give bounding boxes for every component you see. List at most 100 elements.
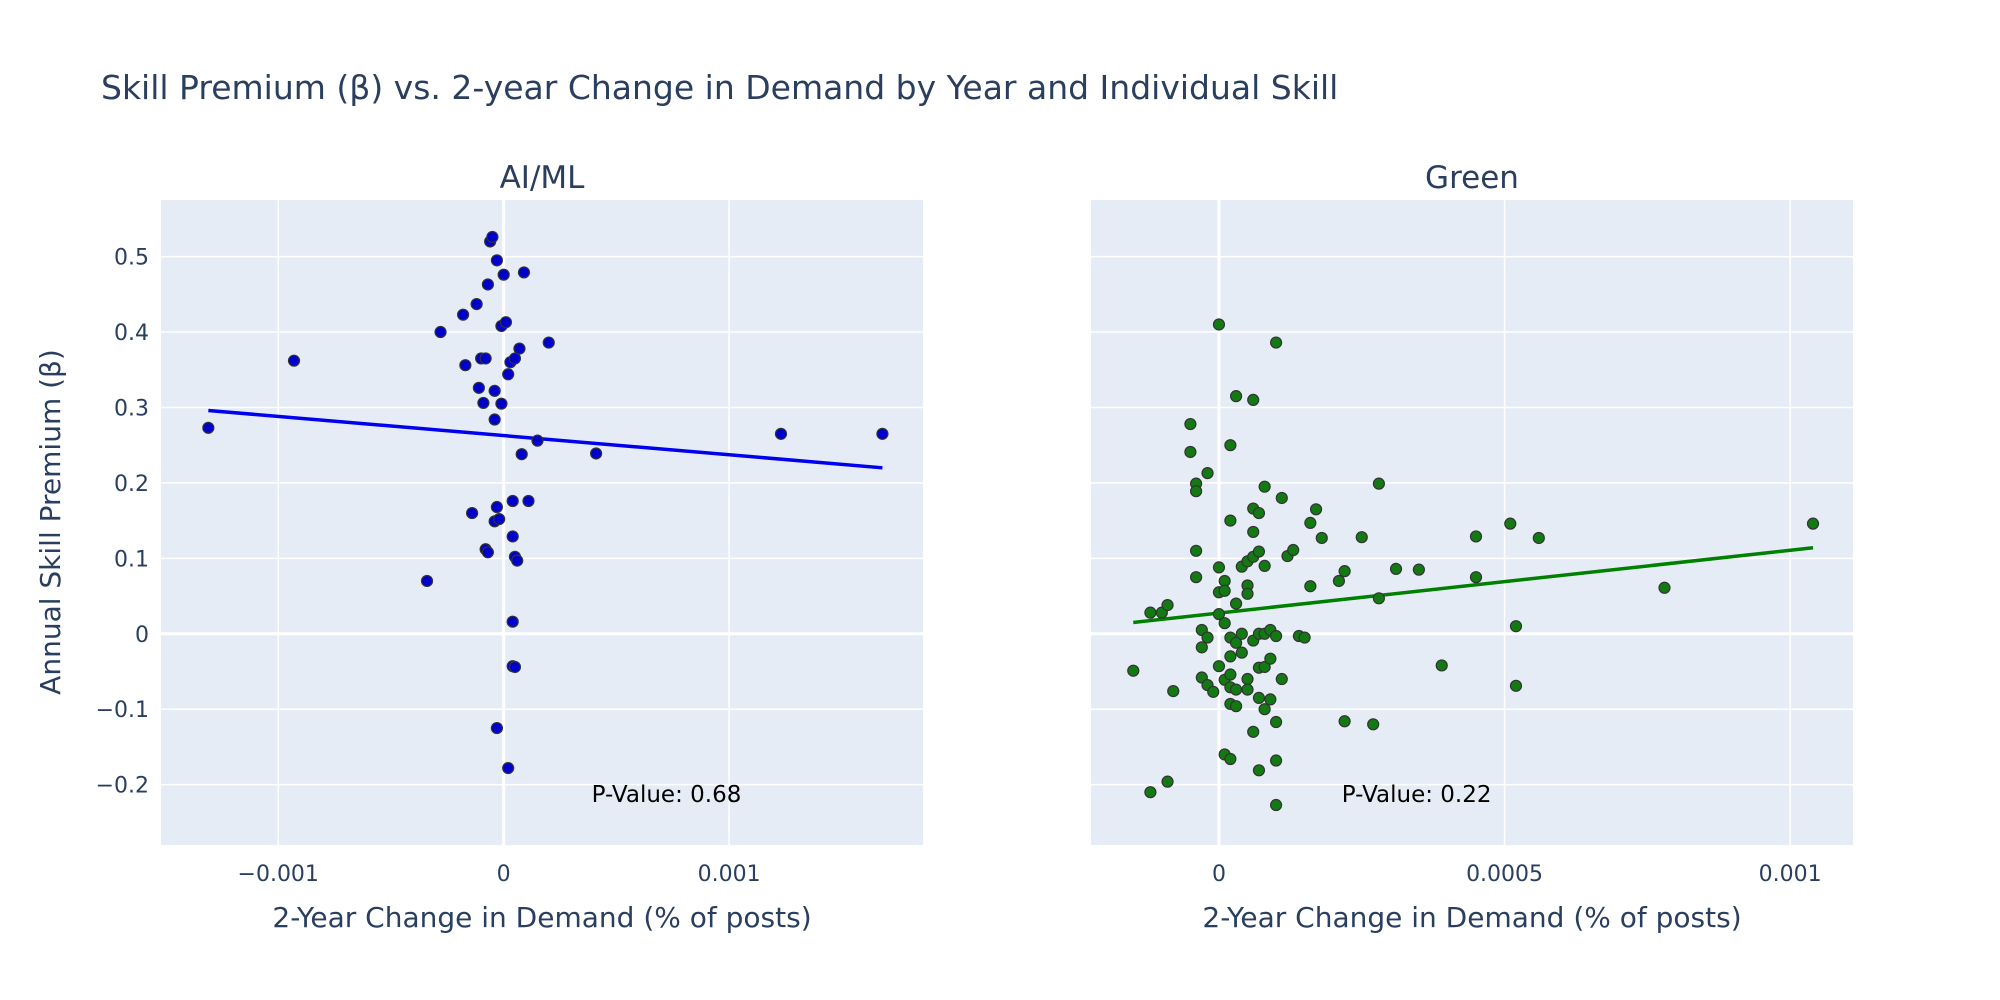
data-point <box>506 615 519 628</box>
data-point <box>1304 516 1317 529</box>
data-point <box>1372 477 1385 490</box>
data-point <box>472 381 485 394</box>
y-tick-label: 0.3 <box>114 396 149 421</box>
y-tick-label: −0.2 <box>96 774 149 799</box>
data-point <box>1207 685 1220 698</box>
data-point <box>1269 754 1283 767</box>
data-point <box>876 427 889 440</box>
data-point <box>1806 517 1820 530</box>
data-point <box>1269 798 1283 812</box>
data-point <box>1224 752 1237 766</box>
y-axis-title: Annual Skill Premium (β) <box>34 349 67 695</box>
data-point <box>1195 641 1208 654</box>
plot-area-green <box>1091 200 1853 845</box>
data-point <box>1184 445 1197 459</box>
data-point <box>1469 571 1483 584</box>
x-tick-label: −0.001 <box>238 862 319 887</box>
data-point <box>1247 393 1260 407</box>
data-point <box>1435 659 1448 672</box>
data-point <box>1224 650 1237 663</box>
data-point <box>1338 565 1351 578</box>
panel-ai-ml: −0.2 −0.1 0 0.1 0.2 0.3 0.4 0.5 −0.001 0 0.001 AI/… <box>34 160 923 934</box>
y-tick-label: 0 <box>135 623 149 648</box>
data-point <box>1190 544 1203 557</box>
trendline-green <box>1133 546 1814 625</box>
data-point <box>1504 517 1517 530</box>
tick-labels-green: 0 0.0005 0.001 <box>1212 862 1822 887</box>
data-point <box>1161 599 1174 612</box>
data-point <box>1269 715 1283 729</box>
data-point <box>1190 485 1203 498</box>
x-tick-label: 0 <box>497 862 511 887</box>
data-point <box>511 554 524 567</box>
data-point <box>1229 683 1243 696</box>
data-point <box>1224 668 1237 681</box>
data-point <box>202 421 215 434</box>
data-point <box>1161 775 1174 788</box>
data-point <box>1144 786 1157 799</box>
data-point <box>1241 683 1254 696</box>
data-point <box>434 325 447 339</box>
p-value-annotation-ai-ml: P-Value: 0.68 <box>592 782 742 808</box>
data-point <box>1252 764 1266 777</box>
data-point <box>1367 718 1380 731</box>
data-point <box>1241 672 1254 686</box>
data-point <box>481 546 494 559</box>
data-point <box>1247 525 1260 539</box>
data-point <box>1252 506 1266 520</box>
data-point <box>287 354 301 367</box>
data-point <box>1212 318 1226 331</box>
panel-green: 0 0.0005 0.001 Green 2-Year Change in Dema… <box>1091 160 1853 934</box>
data-point <box>774 427 788 440</box>
data-point <box>506 530 519 543</box>
data-point <box>479 352 492 365</box>
data-point <box>1127 664 1140 677</box>
data-point <box>513 342 526 355</box>
data-point <box>590 447 603 460</box>
data-point <box>495 397 508 410</box>
data-point <box>531 434 544 447</box>
data-point <box>1229 700 1243 713</box>
data-point <box>1212 660 1226 673</box>
data-point <box>420 574 434 588</box>
data-point <box>542 336 555 349</box>
data-point <box>1338 715 1351 728</box>
data-point <box>490 500 504 514</box>
data-point <box>459 359 472 372</box>
p-value-annotation-green: P-Value: 0.22 <box>1342 782 1492 808</box>
data-point <box>1264 652 1277 665</box>
x-tick-label: 0.001 <box>698 862 761 887</box>
data-point <box>456 308 470 321</box>
data-point <box>1658 581 1671 594</box>
data-point <box>1190 571 1203 584</box>
data-point <box>1258 660 1271 674</box>
y-tick-label: 0.4 <box>114 321 149 346</box>
trendline-ai-ml <box>208 408 883 470</box>
y-tick-label: 0.1 <box>114 547 149 572</box>
data-point <box>477 396 490 410</box>
data-point <box>506 494 519 508</box>
data-point <box>1258 480 1271 493</box>
data-point <box>1269 336 1283 349</box>
subplot-title-green: Green <box>1425 160 1519 196</box>
data-point <box>1275 672 1288 686</box>
data-point <box>1218 617 1231 630</box>
data-point <box>1509 620 1523 633</box>
points-green <box>1127 318 1820 812</box>
data-point <box>1235 646 1248 659</box>
points-ai-ml <box>202 230 889 775</box>
data-point <box>515 448 528 461</box>
data-point <box>1315 531 1328 545</box>
data-point <box>1275 491 1288 505</box>
data-point <box>1309 503 1323 516</box>
data-point <box>497 268 510 281</box>
data-point <box>1412 563 1425 576</box>
trendline-layer-green <box>1133 546 1814 625</box>
data-point <box>493 513 506 526</box>
data-point <box>1229 390 1243 403</box>
data-point <box>1144 606 1157 619</box>
data-point <box>1224 514 1237 527</box>
data-point <box>502 761 515 775</box>
data-point <box>1258 559 1271 572</box>
